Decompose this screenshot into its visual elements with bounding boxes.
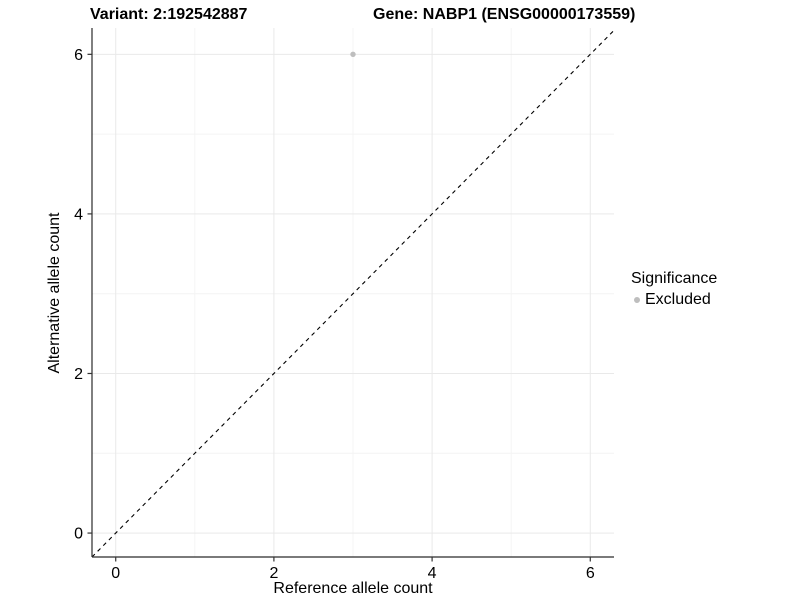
- identity-reference-line: [91, 30, 615, 558]
- legend-item-label: Excluded: [645, 291, 711, 308]
- y-axis-title: Alternative allele count: [46, 212, 63, 374]
- x-tick-label: 4: [428, 565, 437, 582]
- x-tick-label: 0: [111, 565, 120, 582]
- legend: Significance Excluded: [631, 270, 717, 309]
- legend-title: Significance: [631, 270, 718, 287]
- y-tick-label: 4: [74, 206, 83, 223]
- variant-title: Variant: 2:192542887: [90, 6, 248, 23]
- x-tick-label: 2: [269, 565, 278, 582]
- y-tick-label: 6: [74, 47, 83, 64]
- gene-title: Gene: NABP1 (ENSG00000173559): [373, 6, 636, 23]
- x-axis-title: Reference allele count: [273, 580, 433, 597]
- data-point: [350, 51, 356, 58]
- legend-item-excluded: Excluded: [631, 291, 717, 309]
- y-tick-label: 0: [74, 526, 83, 543]
- x-tick-label: 6: [586, 565, 595, 582]
- excluded-point-icon: [634, 297, 640, 303]
- y-tick-label: 2: [74, 366, 83, 383]
